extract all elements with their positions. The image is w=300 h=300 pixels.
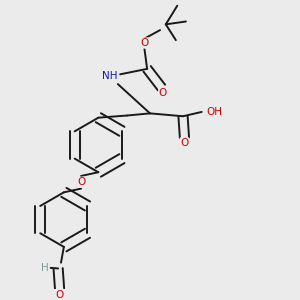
Text: NH: NH: [102, 71, 118, 81]
Text: O: O: [180, 138, 189, 148]
Text: O: O: [77, 177, 85, 187]
Text: O: O: [140, 38, 148, 48]
Text: H: H: [41, 263, 49, 273]
Text: OH: OH: [207, 107, 223, 117]
Text: O: O: [159, 88, 167, 98]
Text: O: O: [56, 290, 64, 300]
